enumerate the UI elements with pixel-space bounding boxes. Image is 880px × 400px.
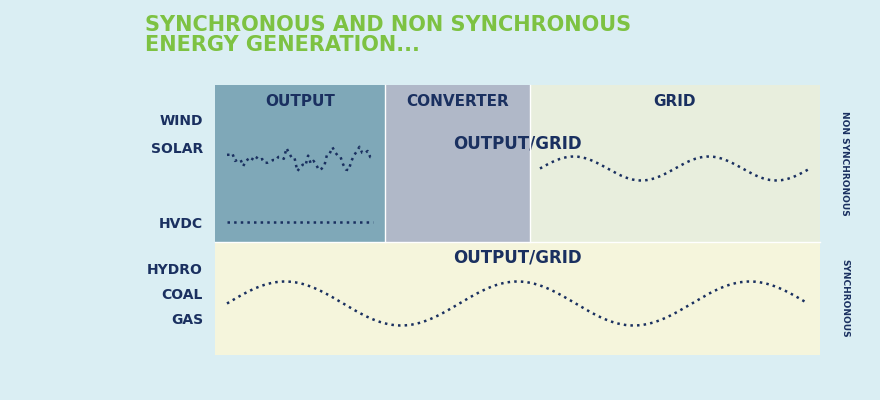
Text: GRID: GRID [654, 94, 696, 108]
Bar [530, 85, 820, 242]
Text: HYDRO: HYDRO [147, 263, 203, 277]
Text: WIND: WIND [159, 114, 203, 128]
Bar [215, 85, 385, 242]
Bar [385, 85, 530, 242]
Text: CONVERTER: CONVERTER [407, 94, 509, 108]
Text: HVDC: HVDC [159, 217, 203, 231]
Text: NON SYNCHRONOUS: NON SYNCHRONOUS [840, 111, 849, 216]
Text: COAL: COAL [162, 288, 203, 302]
Bar [215, 242, 820, 355]
Text: SOLAR: SOLAR [150, 142, 203, 156]
Text: OUTPUT/GRID: OUTPUT/GRID [453, 248, 582, 266]
Text: SYNCHRONOUS: SYNCHRONOUS [840, 259, 849, 338]
Text: GAS: GAS [171, 313, 203, 327]
Text: SYNCHRONOUS AND NON SYNCHRONOUS: SYNCHRONOUS AND NON SYNCHRONOUS [145, 15, 631, 35]
Text: ENERGY GENERATION...: ENERGY GENERATION... [145, 35, 420, 55]
Text: OUTPUT: OUTPUT [265, 94, 335, 108]
Text: OUTPUT/GRID: OUTPUT/GRID [453, 135, 582, 153]
